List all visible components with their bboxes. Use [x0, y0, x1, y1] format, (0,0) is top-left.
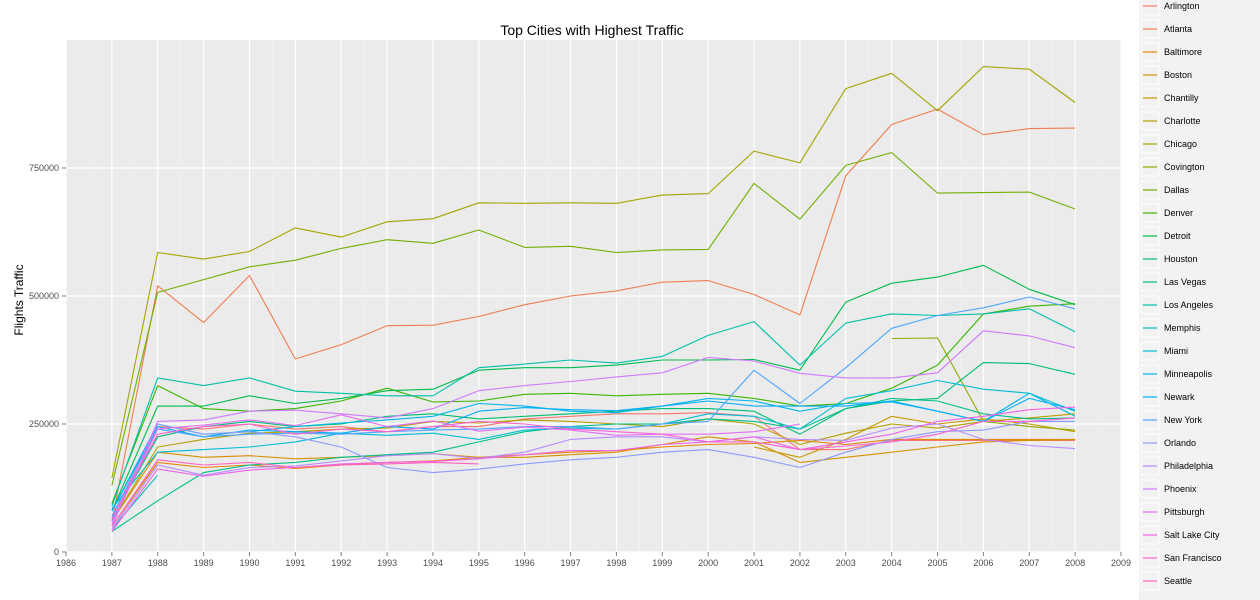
legend-label-dallas: Dallas — [1164, 185, 1190, 195]
legend-label-boston: Boston — [1164, 70, 1192, 80]
grid — [65, 40, 1122, 553]
series-line-philadelphia — [111, 423, 1076, 530]
x-tick-label: 2001 — [744, 558, 764, 568]
legend-label-salt-lake-city: Salt Lake City — [1164, 530, 1220, 540]
x-tick-label: 1993 — [377, 558, 397, 568]
legend-label-baltimore: Baltimore — [1164, 47, 1202, 57]
legend-label-pittsburgh: Pittsburgh — [1164, 507, 1205, 517]
series-line-dallas — [111, 152, 1076, 486]
legend-label-philadelphia: Philadelphia — [1164, 461, 1213, 471]
legend-label-miami: Miami — [1164, 346, 1188, 356]
legend-label-denver: Denver — [1164, 208, 1193, 218]
legend-label-newark: Newark — [1164, 392, 1195, 402]
legend-label-minneapolis: Minneapolis — [1164, 369, 1213, 379]
series-line-phoenix — [111, 330, 1076, 527]
axes: 0 250000 500000 750000 1986 1987 1988 1989 1990 1… — [29, 163, 1131, 568]
x-tick-label: 1987 — [102, 558, 122, 568]
y-tick-label: 500000 — [29, 291, 59, 301]
series-line-san-francisco — [111, 417, 1076, 519]
series-line-newark — [111, 397, 1076, 512]
x-tick-label: 2002 — [790, 558, 810, 568]
series-line-miami — [111, 379, 1076, 509]
series-line-detroit — [111, 264, 1076, 512]
series-line-memphis — [111, 474, 159, 530]
x-tick-label: 2007 — [1019, 558, 1039, 568]
legend-label-detroit: Detroit — [1164, 231, 1191, 241]
series-line-atlanta — [111, 108, 1076, 522]
x-tick-label: 2009 — [1111, 558, 1131, 568]
series-line-las-vegas — [111, 397, 1076, 532]
x-tick-label: 1997 — [561, 558, 581, 568]
legend-label-los-angeles: Los Angeles — [1164, 300, 1214, 310]
legend-label-charlotte: Charlotte — [1164, 116, 1201, 126]
x-tick-label: 2004 — [882, 558, 902, 568]
legend-label-arlington: Arlington — [1164, 1, 1200, 11]
x-tick-label: 1992 — [331, 558, 351, 568]
series-line-chicago — [111, 66, 1076, 478]
series-line-pittsburgh — [111, 414, 800, 525]
series-lines — [111, 66, 1076, 532]
x-tick-label: 2005 — [928, 558, 948, 568]
legend-label-orlando: Orlando — [1164, 438, 1196, 448]
legend: Arlington Atlanta Baltimore Boston Chantilly… — [1139, 0, 1260, 600]
x-tick-label: 1991 — [285, 558, 305, 568]
legend-label-covington: Covington — [1164, 162, 1205, 172]
y-tick-label: 750000 — [29, 163, 59, 173]
x-tick-label: 1989 — [194, 558, 214, 568]
legend-key-arlington — [1140, 0, 1160, 16]
series-line-denver — [111, 303, 1076, 504]
x-tick-label: 1994 — [423, 558, 443, 568]
x-tick-label: 1988 — [148, 558, 168, 568]
x-tick-label: 1996 — [515, 558, 535, 568]
x-tick-label: 1995 — [469, 558, 489, 568]
legend-label-atlanta: Atlanta — [1164, 24, 1192, 34]
x-tick-label: 2000 — [698, 558, 718, 568]
legend-label-new-york: New York — [1164, 415, 1203, 425]
x-tick-label: 1986 — [56, 558, 76, 568]
x-tick-label: 2006 — [973, 558, 993, 568]
chart-title: Top Cities with Highest Traffic — [500, 22, 683, 38]
x-tick-label: 1999 — [652, 558, 672, 568]
legend-label-san-francisco: San Francisco — [1164, 553, 1222, 563]
legend-label-memphis: Memphis — [1164, 323, 1201, 333]
series-line-los-angeles — [111, 308, 1076, 507]
y-tick-label: 250000 — [29, 419, 59, 429]
series-line-orlando — [111, 420, 1076, 522]
legend-label-phoenix: Phoenix — [1164, 484, 1197, 494]
x-tick-label: 2008 — [1065, 558, 1085, 568]
x-tick-label: 1990 — [239, 558, 259, 568]
series-line-seattle — [111, 459, 479, 527]
legend-label-chantilly: Chantilly — [1164, 93, 1199, 103]
legend-label-chicago: Chicago — [1164, 139, 1197, 149]
x-tick-label: 2003 — [836, 558, 856, 568]
legend-label-seattle: Seattle — [1164, 576, 1192, 586]
legend-label-houston: Houston — [1164, 254, 1198, 264]
y-axis-title: Flights Traffic — [12, 264, 26, 335]
legend-label-las-vegas: Las Vegas — [1164, 277, 1207, 287]
y-tick-label: 0 — [54, 547, 59, 557]
x-tick-label: 1998 — [606, 558, 626, 568]
series-line-boston — [111, 436, 1076, 522]
series-line-salt-lake-city — [111, 406, 1076, 532]
series-line-arlington — [111, 412, 1076, 517]
